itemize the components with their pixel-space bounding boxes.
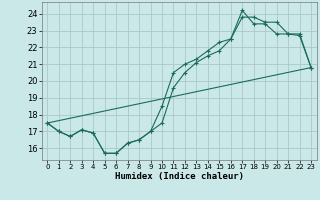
X-axis label: Humidex (Indice chaleur): Humidex (Indice chaleur) [115, 172, 244, 181]
